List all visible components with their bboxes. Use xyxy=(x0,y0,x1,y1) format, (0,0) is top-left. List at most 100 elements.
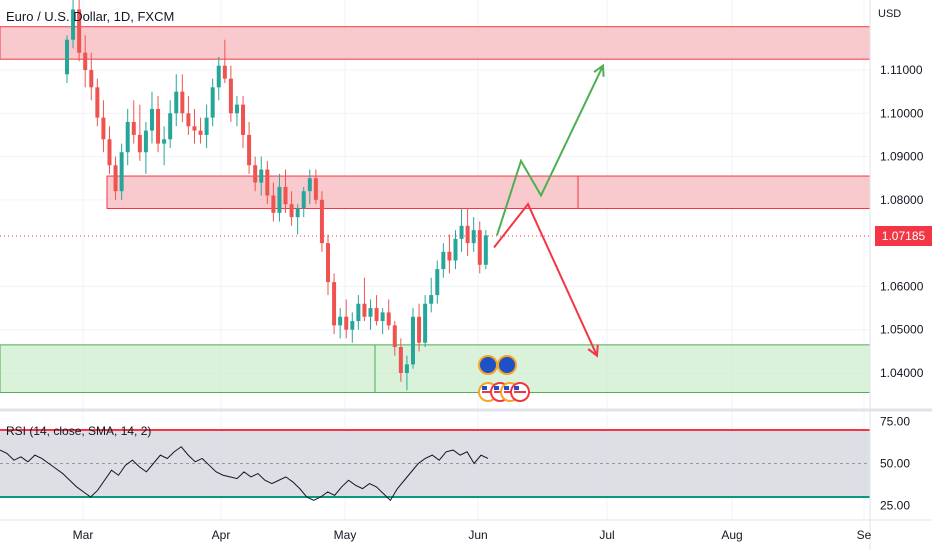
candle-body xyxy=(216,65,221,88)
price-tick-label: 1.08000 xyxy=(880,193,924,207)
candle-body xyxy=(204,117,209,135)
bearish-projection-arrowhead xyxy=(587,344,599,358)
us-flag-stripe xyxy=(514,391,526,393)
price-tick-label: 1.09000 xyxy=(880,150,924,164)
us-flag-canton xyxy=(514,386,519,390)
candle-body xyxy=(368,308,373,317)
resistance-zone xyxy=(106,175,871,210)
time-tick-label: Jul xyxy=(599,528,614,542)
candle-body xyxy=(338,316,343,326)
price-tick-label: 1.06000 xyxy=(880,279,924,293)
candle-body xyxy=(350,321,355,330)
time-tick-label: Jun xyxy=(468,528,487,542)
candle-body xyxy=(277,186,282,213)
candle-body xyxy=(301,191,306,209)
bullish-projection xyxy=(496,65,604,236)
time-tick-label: May xyxy=(334,528,357,542)
us-flag-stripe xyxy=(482,391,494,393)
candle-body xyxy=(247,134,252,166)
candle-body xyxy=(83,52,88,70)
us-flag-canton xyxy=(482,386,487,390)
rsi-tick-label: 75.00 xyxy=(880,415,910,429)
bullish-projection-arrowhead xyxy=(593,63,605,77)
candle-body xyxy=(101,117,106,140)
rsi-tick-label: 50.00 xyxy=(880,457,910,471)
candle-body xyxy=(386,312,391,326)
support-zone xyxy=(0,344,871,393)
candle-body xyxy=(162,139,167,144)
candle-body xyxy=(241,104,246,135)
candle-body xyxy=(362,303,367,317)
candle-body xyxy=(234,104,239,114)
candle-body xyxy=(447,251,452,261)
candle-body xyxy=(332,282,337,326)
rsi-line xyxy=(0,446,489,502)
candle-body xyxy=(143,130,148,153)
candle-body xyxy=(417,316,422,343)
bearish-projection xyxy=(493,202,598,357)
current-price-badge: 1.07185 xyxy=(875,226,932,246)
time-tick-label: Se xyxy=(857,528,872,542)
candle-body xyxy=(113,165,118,192)
candle-body xyxy=(71,9,76,40)
candle-body xyxy=(125,121,130,153)
candle-body xyxy=(410,316,415,365)
candle-body xyxy=(471,230,476,244)
candle-body xyxy=(313,178,318,200)
candle-body xyxy=(423,303,428,343)
candle-body xyxy=(168,113,173,140)
price-tick-label: 1.05000 xyxy=(880,323,924,337)
rsi-tick-label: 25.00 xyxy=(880,498,910,512)
candle-body xyxy=(380,312,385,322)
candle-body xyxy=(265,169,270,196)
candle-body xyxy=(441,251,446,270)
candle-body xyxy=(198,130,203,135)
candle-body xyxy=(398,347,403,373)
candle-body xyxy=(404,364,409,373)
candle-body xyxy=(107,139,112,166)
candle-body xyxy=(131,121,136,135)
rsi-title: RSI (14, close, SMA, 14, 2) xyxy=(6,424,152,438)
candle-body xyxy=(180,91,185,114)
us-flag-canton xyxy=(504,386,509,390)
candle-body xyxy=(174,91,179,114)
candle-body xyxy=(119,152,124,192)
time-tick-label: Mar xyxy=(73,528,94,542)
candle-body xyxy=(465,225,470,244)
candle-body xyxy=(307,178,312,192)
time-tick-label: Apr xyxy=(212,528,231,542)
candle-body xyxy=(326,243,331,283)
candle-body xyxy=(89,70,94,88)
candle-body xyxy=(137,134,142,153)
candle-body xyxy=(192,126,197,131)
us-flag-canton xyxy=(494,386,499,390)
candle-body xyxy=(435,269,440,296)
candle-body xyxy=(483,235,488,265)
candle-body xyxy=(259,169,264,183)
candle-body xyxy=(319,199,324,244)
candle-body xyxy=(429,295,434,304)
candle-body xyxy=(459,225,464,239)
candle-body xyxy=(149,108,154,131)
candle-body xyxy=(295,208,300,218)
candle-body xyxy=(344,316,349,330)
candle-body xyxy=(228,78,233,114)
eu-flag-icon xyxy=(497,355,517,375)
candle-body xyxy=(453,238,458,261)
candle-body xyxy=(392,325,397,348)
currency-label[interactable]: USD xyxy=(878,8,902,20)
candle-body xyxy=(374,308,379,322)
candle-body xyxy=(222,65,227,79)
candle-body xyxy=(477,230,482,265)
candle-body xyxy=(95,87,100,118)
candle-body xyxy=(253,165,258,183)
candle-body xyxy=(210,87,215,118)
price-tick-label: 1.10000 xyxy=(880,106,924,120)
candle-body xyxy=(65,39,69,75)
candle-body xyxy=(77,9,82,53)
candle-body xyxy=(271,195,276,213)
resistance-zone xyxy=(0,26,871,60)
time-tick-label: Aug xyxy=(721,528,742,542)
